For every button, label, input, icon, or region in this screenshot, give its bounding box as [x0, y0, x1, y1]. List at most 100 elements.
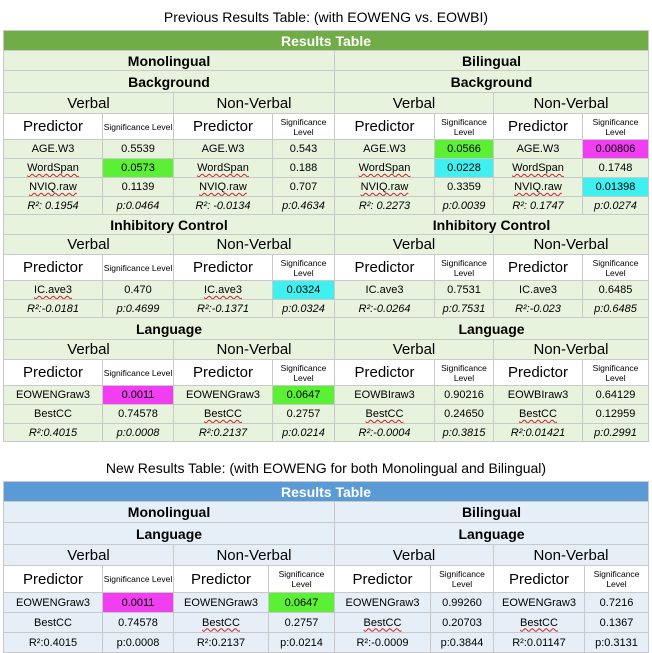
value-cell-highlighted: 0.0647	[272, 385, 335, 405]
predictor-cell: EOWENGraw3	[3, 592, 103, 613]
p-value-cell: p:0.7531	[434, 299, 494, 318]
predictor-cell: WordSpan	[334, 158, 435, 178]
previous-results-table: Results Table Monolingual Bilingual Back…	[3, 30, 649, 442]
language-header-bi: Language	[334, 522, 649, 545]
predictor-header: Predictor	[3, 254, 103, 281]
value-cell: 0.707	[272, 177, 335, 197]
previous-table-caption: Previous Results Table: (with EOWENG vs.…	[163, 9, 489, 25]
predictor-cell: EOWENGraw3	[493, 592, 585, 613]
predictor-cell: EOWBIraw3	[334, 385, 435, 405]
new-results-table: Results Table Monolingual Bilingual Lang…	[3, 481, 649, 653]
stats-row: R²:0.4015 p:0.0008 R²:0.2137 p:0.0214 R²…	[3, 632, 649, 653]
r-squared-cell: R²:0.4015	[3, 632, 103, 653]
predictor-cell: AGE.W3	[334, 139, 435, 159]
p-value-cell: p:0.0274	[582, 196, 649, 215]
p-value-cell: p:0.4634	[272, 196, 335, 215]
value-cell: 0.64129	[582, 385, 649, 405]
value-cell-highlighted: 0.0647	[268, 592, 335, 613]
value-cell: 0.1748	[582, 158, 649, 178]
value-cell: 0.543	[272, 139, 335, 159]
r-squared-cell: R²:0.2137	[173, 423, 273, 442]
table-row: BestCC 0.74578 BestCC 0.2757 BestCC 0.24…	[3, 404, 649, 424]
p-value-cell: p:0.0464	[102, 196, 174, 215]
language-header-mono: Language	[3, 522, 335, 545]
verbal-header: Verbal	[3, 544, 174, 566]
p-value-cell: p:0.0039	[434, 196, 494, 215]
value-cell: 0.99260	[430, 592, 494, 613]
non-verbal-header: Non-Verbal	[173, 92, 335, 114]
p-value-cell: p:0.0324	[272, 299, 335, 318]
value-cell: 0.2757	[272, 404, 335, 424]
value-cell: 0.74578	[102, 612, 174, 633]
p-value-cell: p:0.4699	[102, 299, 174, 318]
verbal-header: Verbal	[3, 234, 174, 255]
significance-header: Significance Level	[102, 565, 174, 593]
background-header-bi: Background	[334, 70, 649, 93]
predictor-cell: EOWBIraw3	[493, 385, 583, 405]
non-verbal-header: Non-Verbal	[493, 234, 649, 255]
verbal-header: Verbal	[3, 339, 174, 360]
value-cell: 0.1139	[102, 177, 174, 197]
table-row: WordSpan 0.0573 WordSpan 0.188 WordSpan …	[3, 158, 649, 178]
significance-header: Significance Level	[268, 565, 335, 593]
p-value-cell: p:0.3844	[430, 632, 494, 653]
significance-header: Significance Level	[272, 254, 335, 281]
p-value-cell: p:0.3131	[584, 632, 649, 653]
predictor-cell: NVIQ.raw	[3, 177, 103, 197]
significance-header: Significance Level	[582, 113, 649, 140]
predictor-header: Predictor	[334, 565, 431, 593]
predictor-header: Predictor	[173, 113, 273, 140]
r-squared-cell: R²:0.2137	[173, 632, 269, 653]
value-cell-highlighted: 0.0324	[272, 280, 335, 300]
predictor-cell: BestCC	[493, 612, 585, 633]
r-squared-cell: R²:0.01421	[493, 423, 583, 442]
significance-header: Significance Level	[272, 359, 335, 386]
value-cell: 0.12959	[582, 404, 649, 424]
r-squared-cell: R²:-0.0004	[334, 423, 435, 442]
value-cell: 0.1367	[584, 612, 649, 633]
predictor-cell: WordSpan	[3, 158, 103, 178]
value-cell: 0.470	[102, 280, 174, 300]
significance-header: Significance Level	[272, 113, 335, 140]
new-table-caption: New Results Table: (with EOWENG for both…	[105, 460, 547, 476]
predictor-cell: BestCC	[3, 404, 103, 424]
predictor-header: Predictor	[493, 254, 583, 281]
stats-row: R²:0.4015 p:0.0008 R²:0.2137 p:0.0214 R²…	[3, 423, 649, 442]
value-cell-highlighted: 0.0228	[434, 158, 494, 178]
value-cell-highlighted: 0.00806	[582, 139, 649, 159]
predictor-cell: EOWENGraw3	[173, 385, 273, 405]
p-value-cell: p:0.3815	[434, 423, 494, 442]
r-squared-cell: R²: -0.0134	[173, 196, 273, 215]
verbal-header: Verbal	[3, 92, 174, 114]
predictor-cell: WordSpan	[493, 158, 583, 178]
value-cell: 0.7531	[434, 280, 494, 300]
predictor-cell: NVIQ.raw	[173, 177, 273, 197]
predictor-cell: AGE.W3	[493, 139, 583, 159]
predictor-cell: IC.ave3	[493, 280, 583, 300]
stats-row: R²: 0.1954 p:0.0464 R²: -0.0134 p:0.4634…	[3, 196, 649, 215]
p-value-cell: p:0.0008	[102, 423, 174, 442]
significance-header: Significance Level	[102, 359, 174, 386]
predictor-cell: NVIQ.raw	[493, 177, 583, 197]
inhibitory-control-header-mono: Inhibitory Control	[3, 214, 335, 235]
background-header-mono: Background	[3, 70, 335, 93]
p-value-cell: p:0.0214	[272, 423, 335, 442]
predictor-cell: EOWENGraw3	[334, 592, 431, 613]
results-table-title: Results Table	[3, 481, 649, 502]
table-row: IC.ave3 0.470 IC.ave3 0.0324 IC.ave3 0.7…	[3, 280, 649, 300]
non-verbal-header: Non-Verbal	[493, 92, 649, 114]
significance-header: Significance Level	[434, 359, 494, 386]
predictor-header: Predictor	[173, 359, 273, 386]
r-squared-cell: R²:0.4015	[3, 423, 103, 442]
predictor-cell: IC.ave3	[3, 280, 103, 300]
r-squared-cell: R²:-0.1371	[173, 299, 273, 318]
predictor-cell: BestCC	[173, 404, 273, 424]
predictor-header: Predictor	[334, 254, 435, 281]
predictor-cell: IC.ave3	[173, 280, 273, 300]
verbal-header: Verbal	[334, 234, 494, 255]
r-squared-cell: R²: 0.2273	[334, 196, 435, 215]
predictor-cell: AGE.W3	[3, 139, 103, 159]
value-cell-highlighted: 0.0011	[102, 385, 174, 405]
results-table-title: Results Table	[3, 30, 649, 51]
significance-header: Significance Level	[582, 359, 649, 386]
